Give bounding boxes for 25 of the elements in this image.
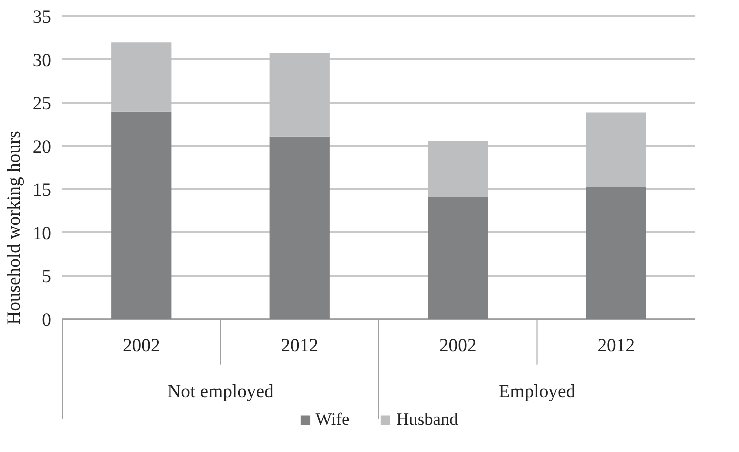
text: Not employed (168, 382, 275, 403)
y-tick-label: 10 (32, 223, 52, 244)
legend-label: Wife (316, 410, 350, 430)
bar (586, 187, 646, 320)
x-tick-label: 2012 (281, 336, 319, 357)
y-tick-label: 25 (32, 94, 52, 115)
x-tick-label: 2002 (439, 336, 477, 357)
y-tick-label: 20 (32, 136, 52, 158)
bar (586, 112, 646, 188)
bar (112, 42, 172, 112)
y-tick-label: 15 (32, 180, 52, 202)
y-tick-label: 5 (42, 266, 52, 288)
bar (428, 141, 488, 198)
x-tick-label: 2002 (122, 336, 160, 357)
legend-label: Husband (396, 410, 458, 430)
bar (270, 53, 330, 137)
bar (112, 112, 172, 320)
y-tick-label: 30 (32, 50, 52, 72)
y-tick-label: 0 (42, 310, 52, 331)
y-tick-label: 35 (32, 7, 52, 28)
bar (428, 197, 488, 320)
bar (270, 136, 330, 320)
x-tick-label: 2012 (598, 336, 636, 357)
text: Employed (498, 382, 576, 403)
y-axis-title: Household working hours (4, 131, 25, 325)
